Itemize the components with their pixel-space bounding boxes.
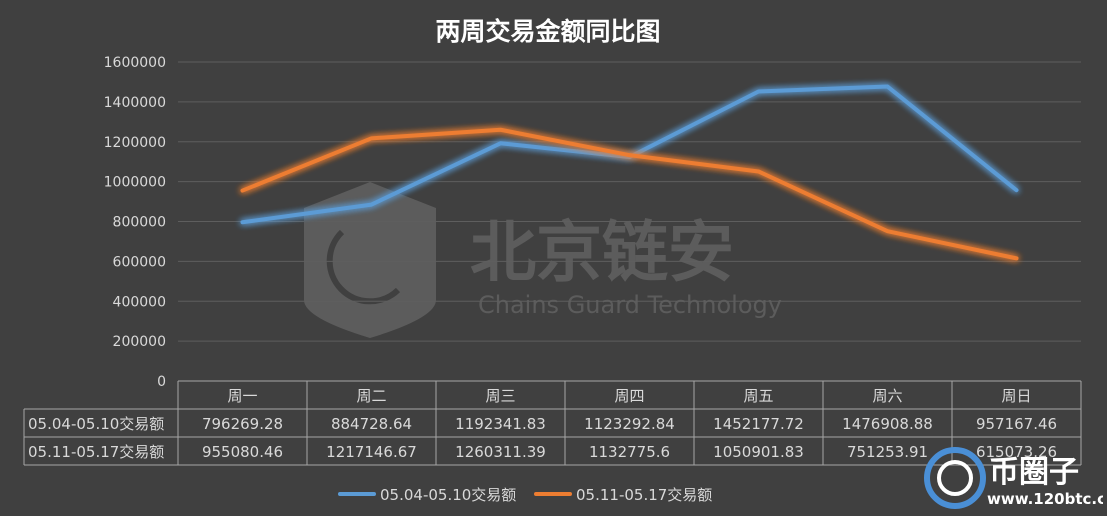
logo-icon [924, 447, 986, 509]
corner-logo: 币圈子 www.120btc.com [924, 447, 1103, 509]
series-lines [240, 84, 1019, 261]
y-tick-label: 200000 [113, 334, 166, 350]
y-tick-label: 600000 [113, 254, 166, 270]
data-table: 周一 周二 周三 周四 周五 周六 周日 05.04-05.10交易额 796269.28 884… [23, 380, 1082, 466]
watermark-en: Chains Guard Technology [478, 291, 782, 319]
data-label: 1192341.83 [455, 415, 546, 433]
category-label: 周一 [227, 387, 257, 405]
watermark: 北京链安 Chains Guard Technology [304, 182, 782, 338]
table-row-label: 05.11-05.17交易额 [28, 443, 164, 461]
table-row-label: 05.04-05.10交易额 [28, 415, 164, 433]
data-point [241, 189, 244, 193]
y-tick-label: 1000000 [104, 175, 166, 191]
category-label: 周四 [614, 387, 644, 405]
data-label: 955080.46 [202, 443, 283, 461]
chart-title: 两周交易金额同比图 [435, 17, 660, 46]
data-point [499, 128, 502, 132]
data-label: 796269.28 [202, 415, 283, 433]
data-label: 1217146.67 [326, 443, 417, 461]
data-label: 1452177.72 [713, 415, 804, 433]
data-label: 751253.91 [847, 443, 928, 461]
data-point [1015, 256, 1018, 260]
data-label: 957167.46 [976, 415, 1057, 433]
data-point [886, 229, 889, 233]
legend: 05.04-05.10交易额 05.11-05.17交易额 [338, 486, 712, 504]
y-tick-label: 1200000 [104, 135, 166, 151]
data-label: 884728.64 [331, 415, 412, 433]
data-label: 615073.26 [976, 443, 1057, 461]
category-label: 周二 [356, 387, 386, 405]
data-point [499, 141, 502, 145]
legend-label-2: 05.11-05.17交易额 [576, 486, 712, 504]
data-point [370, 203, 373, 207]
data-point [757, 169, 760, 173]
y-tick-label: 0 [157, 374, 166, 390]
y-tick-label: 1400000 [104, 95, 166, 111]
data-point [757, 89, 760, 93]
data-point [370, 136, 373, 140]
category-label: 周三 [485, 387, 515, 405]
data-point [1015, 188, 1018, 192]
data-point [241, 220, 244, 224]
legend-label-1: 05.04-05.10交易额 [380, 486, 516, 504]
category-label: 周五 [743, 387, 773, 405]
gridlines [178, 61, 1081, 342]
data-label: 1050901.83 [713, 443, 804, 461]
data-point [628, 153, 631, 157]
y-tick-label: 400000 [113, 294, 166, 310]
logo-brand: 币圈子 [989, 455, 1079, 490]
data-point [886, 85, 889, 89]
category-label: 周日 [1001, 387, 1031, 405]
category-label: 周六 [872, 387, 902, 405]
y-tick-label: 800000 [113, 215, 166, 231]
data-label: 1123292.84 [584, 415, 675, 433]
logo-url: www.120btc.com [987, 490, 1103, 508]
y-axis: 0 200000 400000 600000 800000 1000000 1200000 1… [104, 55, 166, 390]
watermark-cn: 北京链安 [470, 214, 734, 291]
data-label: 1132775.6 [589, 443, 670, 461]
y-tick-label: 1600000 [104, 55, 166, 71]
data-label: 1260311.39 [455, 443, 546, 461]
data-label: 1476908.88 [842, 415, 933, 433]
